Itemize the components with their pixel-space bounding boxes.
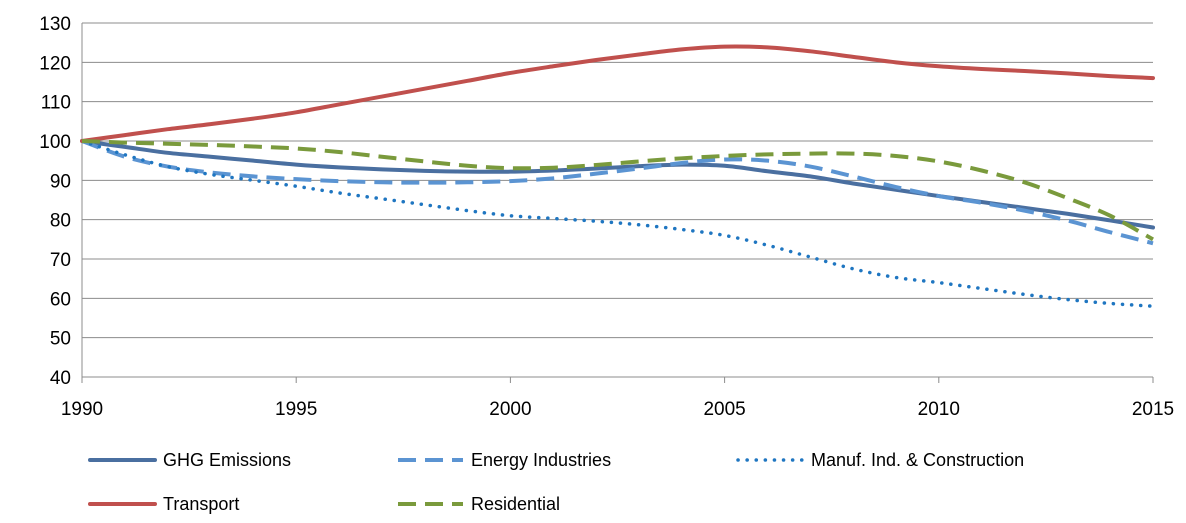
y-tick-label: 70 — [50, 250, 71, 271]
x-tick-label: 1990 — [61, 399, 103, 420]
y-tick-label: 120 — [39, 53, 71, 74]
series-line-residential — [81, 139, 1154, 242]
y-tick-label: 110 — [41, 93, 71, 114]
legend-label-manuf-ind-construction: Manuf. Ind. & Construction — [811, 450, 1024, 470]
x-tick-label: 2015 — [1132, 399, 1174, 420]
legend-label-residential: Residential — [471, 494, 560, 514]
x-tick-label: 2005 — [703, 399, 745, 420]
y-tick-label: 40 — [50, 368, 71, 389]
series-line-manuf-ind-construction — [80, 139, 1155, 308]
y-tick-label: 130 — [39, 14, 71, 35]
legend: GHG Emissions Energy Industries Manuf. Ind… — [88, 450, 1024, 514]
legend-label-ghg-emissions: GHG Emissions — [163, 450, 291, 470]
y-tick-label: 50 — [50, 329, 71, 350]
series-line-transport — [80, 44, 1155, 143]
x-tick-label: 2010 — [918, 399, 960, 420]
y-tick-label: 60 — [50, 289, 71, 310]
y-tick-label: 100 — [39, 132, 71, 153]
x-tick-label: 2000 — [489, 399, 531, 420]
y-tick-label: 90 — [50, 171, 71, 192]
legend-label-energy-industries: Energy Industries — [471, 450, 611, 470]
axes: 40 50 60 70 80 90 100 110 120 130 1990 1995 2000 2005… — [39, 14, 1174, 420]
series-line-ghg-emissions — [80, 139, 1155, 230]
series-lines — [80, 44, 1155, 308]
legend-label-transport: Transport — [163, 494, 239, 514]
series-line-energy-industries — [81, 139, 1154, 246]
x-tick-label: 1995 — [275, 399, 317, 420]
y-tick-label: 80 — [50, 211, 71, 232]
